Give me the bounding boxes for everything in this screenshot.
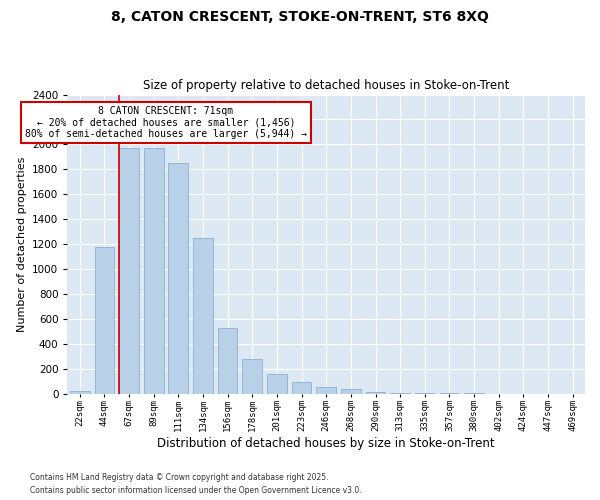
Bar [119,148,139,394]
Bar [193,238,213,394]
Bar [365,392,385,394]
Bar [316,388,336,394]
Bar [95,247,114,394]
Text: 8 CATON CRESCENT: 71sqm
← 20% of detached houses are smaller (1,456)
80% of semi: 8 CATON CRESCENT: 71sqm ← 20% of detache… [25,106,307,139]
X-axis label: Distribution of detached houses by size in Stoke-on-Trent: Distribution of detached houses by size … [157,437,495,450]
Bar [169,163,188,394]
Bar [218,328,238,394]
Text: Contains HM Land Registry data © Crown copyright and database right 2025.
Contai: Contains HM Land Registry data © Crown c… [30,474,362,495]
Bar [390,392,410,394]
Text: 8, CATON CRESCENT, STOKE-ON-TRENT, ST6 8XQ: 8, CATON CRESCENT, STOKE-ON-TRENT, ST6 8… [111,10,489,24]
Bar [70,390,89,394]
Bar [267,374,287,394]
Y-axis label: Number of detached properties: Number of detached properties [17,156,26,332]
Bar [341,390,361,394]
Bar [242,360,262,394]
Bar [415,393,434,394]
Bar [144,148,164,394]
Title: Size of property relative to detached houses in Stoke-on-Trent: Size of property relative to detached ho… [143,79,509,92]
Bar [292,382,311,394]
